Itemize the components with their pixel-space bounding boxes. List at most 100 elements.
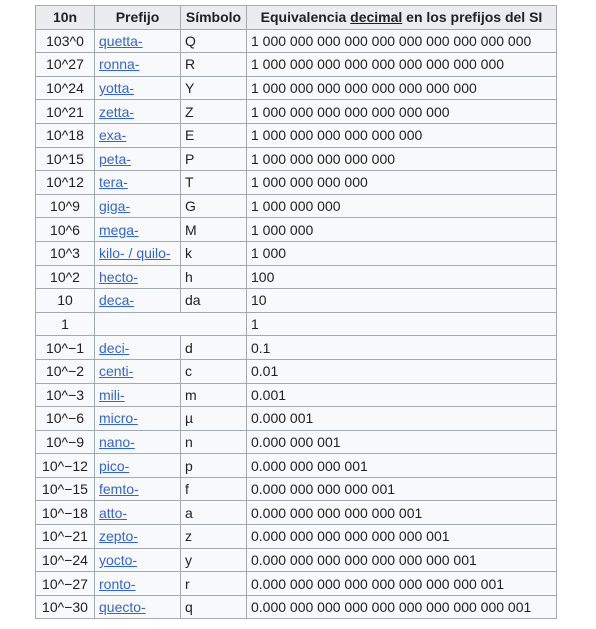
symbol-cell: d: [180, 335, 247, 360]
prefix-cell: deca-: [94, 288, 181, 313]
decimal-value-cell: 0.000 000 000 000 000 001: [246, 500, 557, 526]
symbol-cell: da: [180, 288, 247, 313]
decimal-value-cell: 1: [246, 311, 557, 337]
prefix-cell: kilo- / quilo-: [94, 240, 181, 266]
prefix-link[interactable]: mega-: [99, 221, 139, 238]
prefix-link[interactable]: deci-: [99, 339, 130, 356]
power-cell: 10^12: [35, 170, 95, 195]
prefix-cell: quecto-: [94, 594, 181, 620]
prefix-cell: centi-: [94, 358, 181, 384]
prefix-link[interactable]: quecto-: [99, 599, 146, 616]
prefix-link[interactable]: kilo- / quilo-: [99, 245, 171, 262]
decimal-value-cell: 1 000 000 000 000 000 000 000 000: [246, 75, 557, 101]
prefix-cell: mega-: [94, 217, 181, 242]
prefix-link[interactable]: yocto-: [99, 551, 138, 568]
prefix-cell: micro-: [94, 406, 181, 431]
prefix-link[interactable]: yotta-: [99, 80, 135, 97]
power-cell: 10^−30: [35, 594, 95, 620]
prefix-link[interactable]: deca-: [99, 292, 135, 309]
power-cell: 10: [35, 288, 95, 313]
table-row: 10^−24 yocto-y 0.000 000 000 000 000 000 0…: [35, 547, 557, 573]
prefix-link[interactable]: ronto-: [99, 575, 136, 592]
decimal-value-cell: 0.000 000 001: [246, 429, 557, 455]
decimal-value-cell: 1 000 000 000 000 000 000 000 000 000: [246, 52, 557, 77]
decimal-value-cell: 1 000 000 000 000 000 000: [246, 122, 557, 148]
empty-prefix-symbol-cell: [94, 311, 247, 337]
power-cell: 10^−21: [35, 524, 95, 549]
symbol-cell: a: [180, 500, 247, 526]
decimal-value-cell: 0.000 000 000 001: [246, 453, 557, 478]
table-row: 10^−3 mili-m 0.001: [35, 382, 557, 408]
decimal-value-cell: 10: [246, 288, 557, 313]
decimal-value-cell: 1 000 000 000 000 000 000 000 000 000 00…: [246, 28, 557, 54]
power-cell: 10^−3: [35, 382, 95, 408]
power-cell: 10^−1: [35, 335, 95, 360]
decimal-value-cell: 100: [246, 264, 557, 290]
table-row: 10^−15 femto-f 0.000 000 000 000 001: [35, 476, 557, 502]
symbol-cell: k: [180, 240, 247, 266]
table-row: 10^−12 pico-p 0.000 000 000 001: [35, 453, 557, 478]
decimal-value-cell: 1 000: [246, 240, 557, 266]
prefix-cell: yocto-: [94, 547, 181, 573]
prefix-link[interactable]: pico-: [99, 457, 130, 474]
decimal-value-cell: 0.1: [246, 335, 557, 360]
symbol-cell: Q: [180, 28, 247, 54]
decimal-value-cell: 0.000 000 000 000 000 000 000 001: [246, 547, 557, 573]
decimal-value-cell: 1 000 000 000: [246, 193, 557, 219]
symbol-cell: z: [180, 524, 247, 549]
prefix-link[interactable]: zepto-: [99, 528, 138, 545]
prefix-link[interactable]: atto-: [99, 504, 128, 521]
table-row: 10^18 exa- E 1 000 000 000 000 000 000: [35, 122, 557, 148]
prefix-link[interactable]: femto-: [99, 481, 139, 498]
header-equiv-after: en los prefijos del SI: [402, 9, 543, 26]
prefix-cell: peta-: [94, 146, 181, 172]
decimal-value-cell: 1 000 000 000 000 000: [246, 146, 557, 172]
prefix-cell: zepto-: [94, 524, 181, 549]
prefix-cell: yotta-: [94, 75, 181, 101]
power-cell: 10^−12: [35, 453, 95, 478]
table-row: 10^−27 ronto-r 0.000 000 000 000 000 000 0…: [35, 571, 557, 596]
prefix-link[interactable]: hecto-: [99, 268, 138, 285]
prefix-link[interactable]: exa-: [99, 127, 127, 144]
power-cell: 10^24: [35, 75, 95, 101]
symbol-cell: n: [180, 429, 247, 455]
symbol-cell: c: [180, 358, 247, 384]
power-cell: 10^3: [35, 240, 95, 266]
prefix-link[interactable]: nano-: [99, 433, 135, 450]
prefix-link[interactable]: mili-: [99, 386, 125, 403]
header-power: 10n: [35, 5, 95, 30]
prefix-link[interactable]: centi-: [99, 363, 134, 380]
power-cell: 103^0: [35, 28, 95, 54]
power-cell: 10^18: [35, 122, 95, 148]
power-cell: 10^−15: [35, 476, 95, 502]
header-equiv-before: Equivalencia: [260, 9, 351, 26]
prefix-link[interactable]: tera-: [99, 174, 128, 191]
prefix-link[interactable]: zetta-: [99, 103, 135, 120]
power-cell: 10^−27: [35, 571, 95, 596]
si-prefixes-table: 10n Prefijo Símbolo Equivalencia decimal…: [35, 5, 557, 620]
power-cell: 10^−2: [35, 358, 95, 384]
prefix-link[interactable]: giga-: [99, 198, 131, 215]
decimal-value-cell: 1 000 000: [246, 217, 557, 242]
table-row: 10^6 mega- M 1 000 000: [35, 217, 557, 242]
power-cell: 10^21: [35, 99, 95, 124]
prefix-cell: zetta-: [94, 99, 181, 124]
symbol-cell: Z: [180, 99, 247, 124]
power-cell: 10^2: [35, 264, 95, 290]
prefix-cell: nano-: [94, 429, 181, 455]
prefix-link[interactable]: ronna-: [99, 56, 140, 73]
header-decimal-equivalence: Equivalencia decimal en los prefijos del…: [246, 5, 557, 30]
decimal-link[interactable]: decimal: [350, 9, 403, 26]
symbol-cell: f: [180, 476, 247, 502]
table-row: 10 deca-da 10: [35, 288, 557, 313]
power-cell: 10^−6: [35, 406, 95, 431]
table-row: 103^0 quetta- Q 1 000 000 000 000 000 000 0…: [35, 28, 557, 54]
prefix-link[interactable]: quetta-: [99, 32, 143, 49]
table-row: 10^2 hecto-h 100: [35, 264, 557, 290]
table-row: 10^−2 centi-c 0.01: [35, 358, 557, 384]
prefix-cell: hecto-: [94, 264, 181, 290]
prefix-link[interactable]: micro-: [99, 410, 138, 427]
prefix-link[interactable]: peta-: [99, 150, 131, 167]
table-body: 103^0 quetta- Q 1 000 000 000 000 000 000 0…: [35, 28, 557, 620]
